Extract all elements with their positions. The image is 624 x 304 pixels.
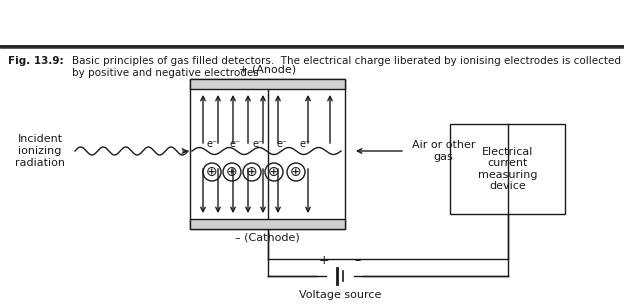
Text: +: + bbox=[319, 254, 329, 267]
Text: ⊕: ⊕ bbox=[290, 165, 302, 179]
Bar bbox=[190, 79, 345, 229]
Text: e⁻: e⁻ bbox=[230, 139, 241, 149]
Text: e⁻: e⁻ bbox=[253, 139, 263, 149]
Text: + (Anode): + (Anode) bbox=[239, 65, 296, 75]
Text: e⁻: e⁻ bbox=[276, 139, 288, 149]
Text: Fig. 13.9:: Fig. 13.9: bbox=[8, 56, 64, 66]
Bar bbox=[450, 124, 565, 214]
Text: Basic principles of gas filled detectors.  The electrical charge liberated by io: Basic principles of gas filled detectors… bbox=[72, 56, 621, 78]
Text: – (Cathode): – (Cathode) bbox=[235, 233, 300, 243]
Text: Incident
ionizing
radiation: Incident ionizing radiation bbox=[15, 134, 65, 168]
Text: –: – bbox=[355, 254, 361, 267]
Text: ⊕: ⊕ bbox=[206, 165, 218, 179]
Text: ⊕: ⊕ bbox=[226, 165, 238, 179]
Text: Air or other
gas: Air or other gas bbox=[412, 140, 475, 162]
Text: ⊕: ⊕ bbox=[268, 165, 280, 179]
Text: Electrical
current
measuring
device: Electrical current measuring device bbox=[478, 147, 537, 192]
Bar bbox=[190, 219, 345, 229]
Bar bbox=[190, 79, 345, 89]
Text: ⊕: ⊕ bbox=[246, 165, 258, 179]
Text: e⁻: e⁻ bbox=[207, 139, 218, 149]
Text: e⁻: e⁻ bbox=[300, 139, 311, 149]
Text: Voltage source: Voltage source bbox=[299, 290, 381, 300]
